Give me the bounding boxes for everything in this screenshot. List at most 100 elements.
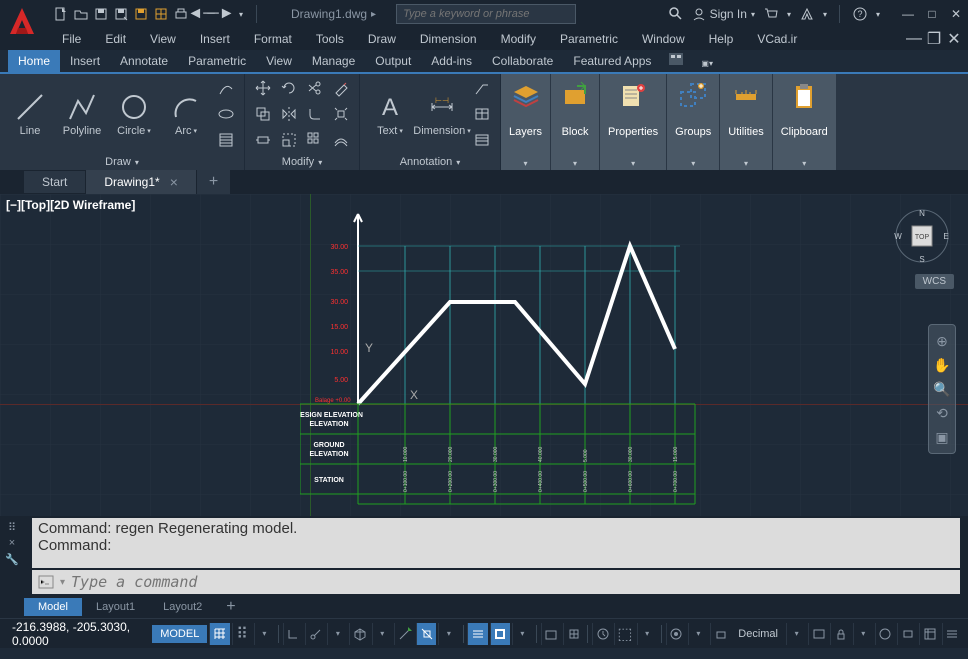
command-input[interactable] <box>71 573 954 591</box>
status-qv-icon[interactable] <box>808 623 828 645</box>
menu-dimension[interactable]: Dimension <box>408 29 489 49</box>
status-dd1-icon[interactable]: ▾ <box>254 623 274 645</box>
menu-window[interactable]: Window <box>630 29 697 49</box>
scale-icon[interactable] <box>277 128 301 152</box>
status-dd4-icon[interactable]: ▾ <box>438 623 458 645</box>
nav-orbit-icon[interactable]: ⟲ <box>932 403 952 423</box>
circle-button[interactable]: Circle <box>110 84 158 144</box>
status-lock-icon[interactable] <box>830 623 850 645</box>
doc-title-dropdown-icon[interactable]: ▸ <box>371 9 376 20</box>
explode-icon[interactable] <box>329 102 353 126</box>
status-snap-icon[interactable]: ⠿ <box>232 623 252 645</box>
status-dd6-icon[interactable]: ▾ <box>637 623 657 645</box>
doc-tab-close-icon[interactable]: × <box>170 174 178 190</box>
ribbon-tab-home[interactable]: Home <box>8 50 60 72</box>
redo-icon[interactable]: ─► <box>212 5 230 23</box>
status-ann-icon[interactable] <box>592 623 612 645</box>
doc-tab-add-button[interactable]: + <box>197 169 230 195</box>
menu-help[interactable]: Help <box>697 29 746 49</box>
pline-icon[interactable] <box>214 76 238 100</box>
rotate-icon[interactable] <box>277 76 301 100</box>
web2-icon[interactable] <box>152 5 170 23</box>
ribbon-tab-collaborate[interactable]: Collaborate <box>482 50 563 72</box>
layout-tab-add-button[interactable]: + <box>216 595 245 619</box>
app-logo[interactable] <box>2 2 42 42</box>
polyline-button[interactable]: Polyline <box>58 84 106 144</box>
cmdline-grip-icon[interactable]: ⠿ <box>4 520 20 534</box>
saveas-icon[interactable] <box>112 5 130 23</box>
menu-edit[interactable]: Edit <box>93 29 138 49</box>
menu-file[interactable]: File <box>50 29 93 49</box>
new-icon[interactable] <box>52 5 70 23</box>
status-ortho-icon[interactable] <box>283 623 303 645</box>
viewport-label[interactable]: [−][Top][2D Wireframe] <box>6 198 135 212</box>
ribbon-panel-clipboard[interactable]: Clipboard ▾ <box>773 74 837 170</box>
status-iso-icon[interactable] <box>875 623 895 645</box>
status-custom-icon[interactable] <box>942 623 962 645</box>
ribbon-tab-output[interactable]: Output <box>365 50 421 72</box>
ribbon-collapse-icon[interactable]: ▣▾ <box>691 55 723 72</box>
menu-tools[interactable]: Tools <box>304 29 356 49</box>
nav-showme-icon[interactable]: ▣ <box>932 427 952 447</box>
ribbon-tab-featured[interactable]: Featured Apps <box>563 50 661 72</box>
signin-button[interactable]: Sign In ▾ <box>692 7 755 21</box>
search-input[interactable] <box>403 8 569 20</box>
erase-icon[interactable] <box>329 76 353 100</box>
ribbon-panel-block[interactable]: Block ▾ <box>551 74 600 170</box>
status-osnap-icon[interactable] <box>394 623 414 645</box>
status-ws-icon[interactable] <box>666 623 686 645</box>
status-polar-icon[interactable] <box>305 623 325 645</box>
draw-panel-title[interactable]: Draw <box>0 154 244 170</box>
table-icon[interactable] <box>470 102 494 126</box>
wcs-badge[interactable]: WCS <box>915 274 954 289</box>
minimize-button[interactable]: — <box>900 6 916 22</box>
status-clean-icon[interactable] <box>919 623 939 645</box>
status-qp-icon[interactable] <box>541 623 561 645</box>
menu-draw[interactable]: Draw <box>356 29 408 49</box>
ribbon-tab-view[interactable]: View <box>256 50 302 72</box>
hatch-icon[interactable] <box>214 128 238 152</box>
cmdline-close-icon[interactable]: × <box>4 536 20 550</box>
search-icon[interactable] <box>668 6 684 22</box>
ribbon-tab-annotate[interactable]: Annotate <box>110 50 178 72</box>
ribbon-tab-manage[interactable]: Manage <box>302 50 365 72</box>
nav-pan-icon[interactable]: ✋ <box>932 355 952 375</box>
autodesk-icon[interactable] <box>799 6 815 22</box>
stretch-icon[interactable] <box>251 128 275 152</box>
offset-icon[interactable] <box>329 128 353 152</box>
menu-view[interactable]: View <box>138 29 188 49</box>
copy-icon[interactable] <box>251 102 275 126</box>
line-button[interactable]: Line <box>6 84 54 144</box>
layout-tab-layout2[interactable]: Layout2 <box>149 598 216 616</box>
ribbon-panel-groups[interactable]: Groups ▾ <box>667 74 720 170</box>
maximize-button[interactable]: □ <box>924 6 940 22</box>
status-tpy-icon[interactable] <box>490 623 510 645</box>
status-otrack-icon[interactable] <box>416 623 436 645</box>
status-units[interactable]: Decimal <box>732 628 784 640</box>
menu-format[interactable]: Format <box>242 29 304 49</box>
ribbon-tab-extra[interactable] <box>661 49 691 72</box>
web-icon[interactable] <box>132 5 150 23</box>
status-sc-icon[interactable] <box>563 623 583 645</box>
doc-tab-start[interactable]: Start <box>24 171 86 193</box>
nav-fullnav-icon[interactable]: ⊕ <box>932 331 952 351</box>
menu-parametric[interactable]: Parametric <box>548 29 630 49</box>
status-dd7-icon[interactable]: ▾ <box>688 623 708 645</box>
leader-icon[interactable] <box>470 76 494 100</box>
ribbon-tab-insert[interactable]: Insert <box>60 50 110 72</box>
doc-minimize-button[interactable]: — <box>906 31 922 47</box>
status-isodraft-icon[interactable] <box>349 623 369 645</box>
ribbon-tab-parametric[interactable]: Parametric <box>178 50 256 72</box>
help-icon[interactable]: ? <box>852 6 868 22</box>
menu-insert[interactable]: Insert <box>188 29 242 49</box>
modify-panel-title[interactable]: Modify <box>245 154 359 170</box>
search-box[interactable] <box>396 4 576 24</box>
ribbon-tab-addins[interactable]: Add-ins <box>421 50 482 72</box>
text-button[interactable]: A Text <box>366 84 414 144</box>
arc-button[interactable]: Arc <box>162 84 210 144</box>
ellipse-icon[interactable] <box>214 102 238 126</box>
array-icon[interactable] <box>303 128 327 152</box>
status-dd2-icon[interactable]: ▾ <box>327 623 347 645</box>
status-hw-icon[interactable] <box>897 623 917 645</box>
menu-vcad[interactable]: VCad.ir <box>745 29 809 49</box>
